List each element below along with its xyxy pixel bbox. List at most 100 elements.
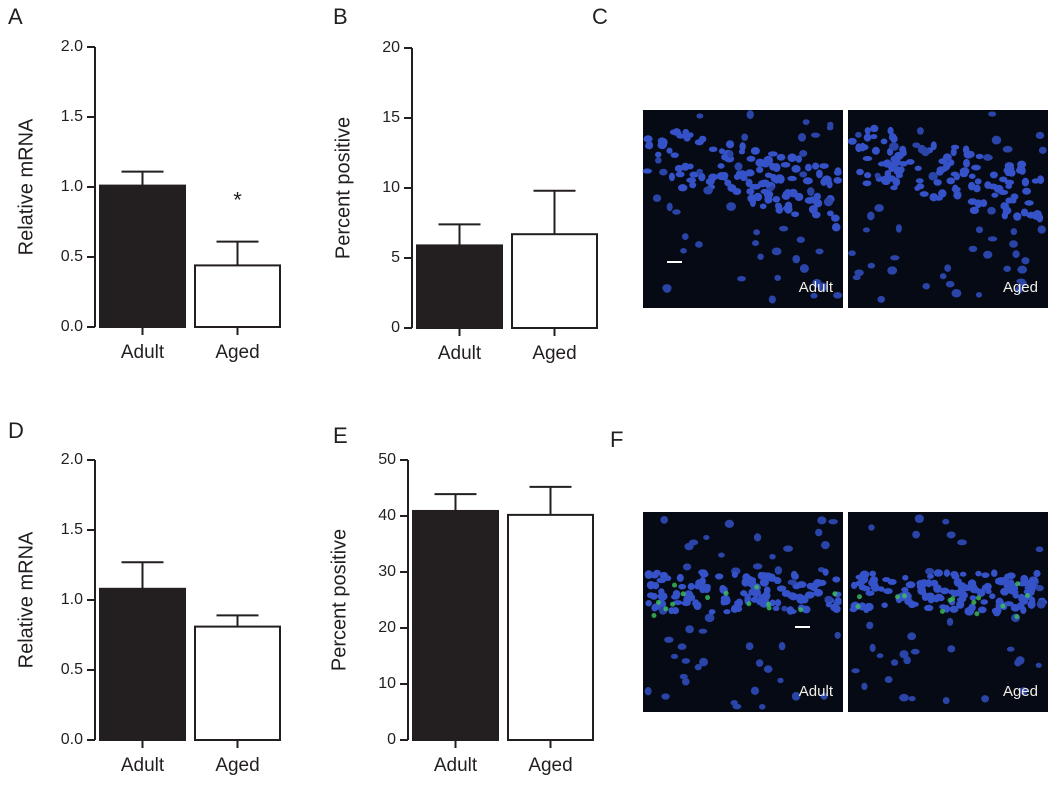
nucleus [870,133,878,140]
nucleus [797,132,807,142]
nucleus [811,211,821,219]
nucleus [779,225,789,232]
nucleus [773,577,782,585]
nucleus [815,169,823,179]
nucleus [694,583,702,590]
x-tick-label: Aged [528,755,572,776]
nucleus [890,135,898,143]
nucleus [870,124,879,133]
nucleus [745,642,754,651]
nucleus [867,211,875,221]
image-label: Adult [799,279,834,296]
nucleus [915,178,924,184]
nucleus [999,176,1008,183]
nucleus [832,576,841,583]
nucleus [750,146,760,155]
nucleus [678,583,687,590]
nucleus [689,181,697,189]
nucleus [1016,602,1025,610]
nucleus [987,236,998,242]
nucleus [698,628,708,634]
nucleus [642,168,653,174]
nucleus [737,275,746,282]
nucleus [1036,599,1046,609]
nucleus [830,214,840,222]
nucleus [933,179,942,186]
nucleus [683,134,691,142]
nucleus [735,170,742,178]
nucleus [703,534,710,541]
nucleus [818,282,828,292]
nucleus [975,570,982,577]
nucleus [953,577,963,587]
nucleus [654,151,662,158]
nucleus [910,648,920,655]
nucleus [673,600,683,606]
nucleus [975,226,984,234]
micrograph [848,512,1048,712]
y-tick-label: 1.0 [61,178,83,195]
bar [412,509,499,741]
y-axis-label: Percent positive [332,117,354,259]
nucleus [833,291,843,299]
nucleus [862,227,871,233]
nucleus [938,189,947,198]
nucleus [727,150,734,158]
nucleus [660,515,669,524]
nucleus [774,566,783,575]
nucleus [802,119,810,125]
panel-label: A [8,4,23,29]
y-tick-label: 0.5 [61,248,83,265]
nucleus [741,133,749,141]
nucleus [933,584,942,593]
nucleus [948,159,955,166]
nucleus [699,571,709,578]
nucleus [682,128,690,136]
nucleus [851,668,860,674]
nucleus [1004,179,1015,186]
marker-cell [723,590,729,596]
nucleus [1004,573,1011,580]
nucleus [756,598,765,606]
nucleus [848,250,856,257]
nucleus [974,178,982,185]
nucleus [735,598,744,608]
nucleus [946,177,956,185]
nucleus [677,184,688,192]
nucleus [645,600,652,607]
nucleus [718,552,725,558]
nucleus [1024,200,1034,206]
nucleus [895,151,904,160]
nucleus [1021,257,1030,265]
nucleus [784,201,793,210]
nucleus [887,126,894,135]
nucleus [991,192,999,198]
nucleus [1010,228,1018,236]
nucleus [668,607,675,615]
nucleus [746,110,754,120]
marker-cell [1014,614,1020,620]
nucleus [969,206,980,215]
nucleus [674,164,683,173]
nucleus [869,576,879,584]
nucleus [666,202,673,212]
nucleus [750,686,760,695]
panel-label: D [8,418,24,443]
nucleus [973,184,981,193]
nucleus [670,653,679,659]
nucleus [720,599,727,606]
nucleus [819,163,829,169]
nucleus [1010,589,1019,596]
nucleus [723,609,731,615]
nucleus [799,264,809,273]
marker-cell [705,595,711,601]
nucleus [968,603,976,612]
nucleus [942,518,950,525]
nucleus [718,148,725,155]
nucleus [730,700,738,706]
nucleus [661,693,670,700]
nucleus [1003,265,1011,272]
nucleus [1020,574,1029,584]
y-tick-label: 2.0 [61,38,83,55]
nucleus [699,576,706,586]
